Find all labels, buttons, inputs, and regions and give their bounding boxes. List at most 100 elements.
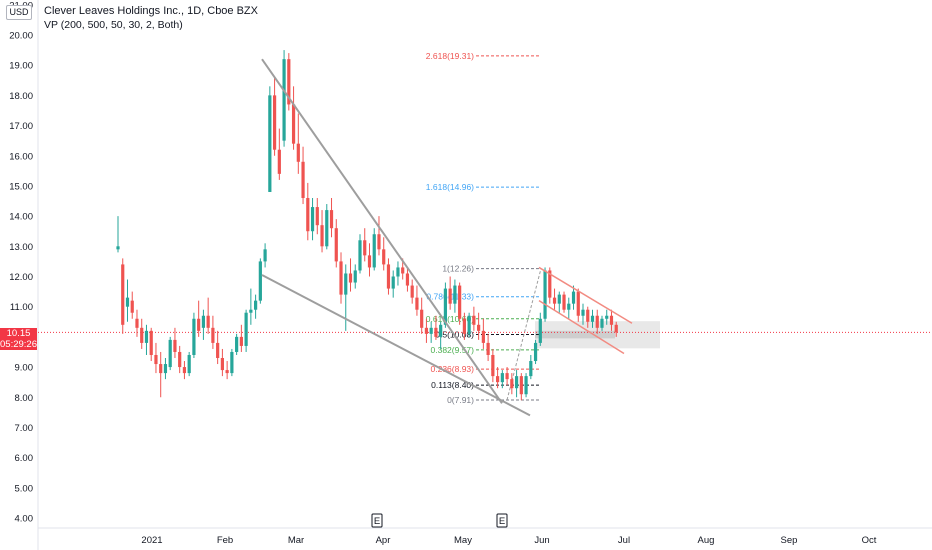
y-tick-label: 18.00 xyxy=(9,91,33,102)
candle-body xyxy=(491,354,495,377)
candle-body xyxy=(135,318,139,328)
candle-body xyxy=(334,228,338,262)
x-tick-label: Apr xyxy=(376,535,391,546)
fib-level-label: 1.618(14.96) xyxy=(426,182,474,192)
fib-level-label: 2.618(19.31) xyxy=(426,51,474,61)
candle-body xyxy=(453,285,457,304)
candle-body xyxy=(462,318,466,334)
candle-body xyxy=(552,297,557,304)
candle-body xyxy=(401,267,405,274)
candle-body xyxy=(524,376,528,395)
candle-body xyxy=(510,379,514,389)
x-tick-label: Jun xyxy=(534,535,549,546)
y-tick-label: 19.00 xyxy=(9,61,33,72)
candle-body xyxy=(590,315,595,322)
candle-body xyxy=(557,294,561,304)
candle-body xyxy=(182,367,187,374)
candle-body xyxy=(187,354,191,374)
candle-body xyxy=(481,330,485,343)
candle-body xyxy=(505,373,509,380)
candle-body xyxy=(391,276,395,289)
last-price-badge: 10.15 05:29:26 xyxy=(0,328,37,351)
y-tick-label: 11.00 xyxy=(10,302,33,313)
candle-body xyxy=(140,327,144,343)
candle-body xyxy=(277,149,281,174)
candle-body xyxy=(168,339,172,368)
candle-body xyxy=(609,315,614,325)
earnings-marker xyxy=(496,513,508,528)
indicator-label: VP (200, 500, 50, 30, 2, Both) xyxy=(44,19,183,31)
x-tick-label: Feb xyxy=(217,535,233,546)
candle-body xyxy=(377,234,381,250)
candle-body xyxy=(159,364,163,374)
candle-body xyxy=(353,270,357,283)
candle-body xyxy=(348,273,353,283)
candle-body xyxy=(254,300,258,310)
candle-body xyxy=(173,339,177,352)
candle-body xyxy=(614,324,618,333)
candle-body xyxy=(163,364,168,374)
fib-level-label: 1(12.26) xyxy=(442,264,474,274)
chart-legend: Clever Leaves Holdings Inc., 1D, Cboe BZ… xyxy=(44,4,258,32)
candle-body xyxy=(500,373,504,383)
candle-body xyxy=(329,210,334,229)
y-tick-label: 13.00 xyxy=(9,242,33,253)
candle-body xyxy=(420,309,424,328)
candle-body xyxy=(239,336,243,346)
candle-body xyxy=(410,285,414,298)
x-tick-label: 2021 xyxy=(141,535,162,546)
fib-level-label: 0(7.91) xyxy=(447,395,474,405)
wedge-lower-trendline xyxy=(261,274,531,417)
candle-body xyxy=(533,342,538,362)
candle-body xyxy=(310,207,315,232)
candle-body xyxy=(514,376,519,389)
candle-body xyxy=(249,309,253,313)
candle-body xyxy=(595,315,599,328)
candle-body xyxy=(600,318,604,328)
candle-body xyxy=(529,361,533,377)
fib-trend-line xyxy=(506,268,542,401)
candle-body xyxy=(448,288,452,304)
earnings-marker-label: E xyxy=(374,516,380,527)
chart-title: Clever Leaves Holdings Inc., 1D, Cboe BZ… xyxy=(44,5,258,17)
y-tick-label: 7.00 xyxy=(15,423,34,434)
candle-body xyxy=(201,315,206,328)
candle-body xyxy=(291,104,296,144)
candle-body xyxy=(429,327,433,334)
channel-lower-line xyxy=(538,300,625,355)
candle-body xyxy=(372,234,376,268)
currency-badge[interactable]: USD xyxy=(6,5,32,20)
candle-body xyxy=(538,318,542,343)
candle-body xyxy=(581,309,585,316)
candle-body xyxy=(567,303,571,310)
y-tick-label: 17.00 xyxy=(9,121,33,132)
candle-body xyxy=(363,240,367,256)
candle-body xyxy=(320,225,324,247)
x-tick-label: Mar xyxy=(288,535,304,546)
candle-body xyxy=(386,264,391,289)
fib-level-label: 0.113(8.40) xyxy=(431,380,474,390)
channel-upper-line xyxy=(538,266,633,324)
candle-body xyxy=(382,249,386,265)
candle-body xyxy=(344,273,348,295)
candle-body xyxy=(144,330,149,343)
candle-body xyxy=(477,324,481,331)
candle-body xyxy=(272,95,277,150)
candle-body xyxy=(220,358,224,371)
earnings-marker-label: E xyxy=(499,516,505,527)
candle-body xyxy=(244,312,248,346)
candle-body xyxy=(415,297,419,310)
candle-body xyxy=(192,318,196,355)
candle-body xyxy=(576,291,580,316)
candle-body xyxy=(339,261,343,295)
wedge-upper-trendline xyxy=(261,58,503,404)
candle-body xyxy=(225,370,229,374)
candle-body xyxy=(458,285,462,319)
y-tick-label: 9.00 xyxy=(15,363,34,374)
y-tick-label: 14.00 xyxy=(9,212,33,223)
candle-body xyxy=(434,327,438,337)
poc-box xyxy=(535,330,615,339)
fib-level-label: 0.618(10.60) xyxy=(426,314,474,324)
candle-body xyxy=(571,291,576,304)
